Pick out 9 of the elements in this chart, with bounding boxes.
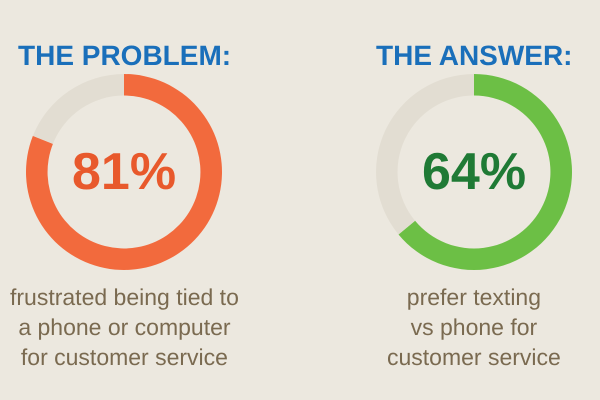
text: prefer texting vs phone for customer service [387,284,561,370]
chart-title: THE PROBLEM: [18,40,232,71]
chart-title: THE ANSWER: [376,40,573,71]
data-label: 81% [72,143,176,201]
text: frustrated being tied to a phone or computer for customer service [10,284,239,370]
donut-slice [26,74,222,270]
donut-slice [32,74,124,144]
data-label: 64% [422,143,526,201]
donut-slice [398,74,572,270]
